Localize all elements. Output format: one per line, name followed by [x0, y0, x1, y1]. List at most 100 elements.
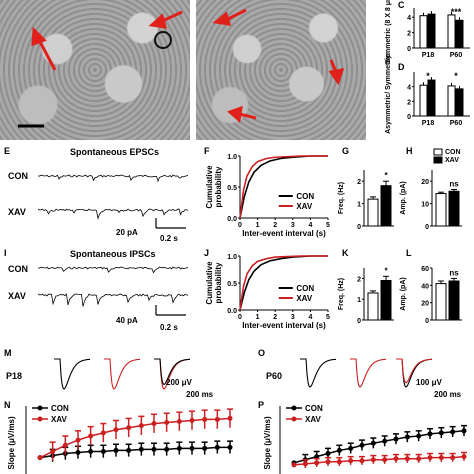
x-tick-label: 4: [308, 314, 312, 321]
x-tick-label: 5: [326, 222, 330, 229]
bar-con: [435, 283, 447, 321]
series-line-xav: [39, 417, 231, 459]
o-scale-y: 100 μV: [416, 378, 442, 387]
data-point-con: [336, 447, 342, 453]
data-point-con: [450, 429, 456, 435]
bar-con: [419, 84, 428, 117]
panel-label-m: M: [4, 348, 12, 358]
x-axis-label: Inter-event interval (s): [242, 229, 326, 238]
ipsc-xav-label: XAV: [8, 291, 26, 301]
series-line-xav: [239, 155, 328, 219]
bar-con: [367, 198, 379, 227]
significance-label: ns: [449, 268, 459, 277]
x-tick-label: 0: [238, 314, 242, 321]
x-tick-label: P60: [450, 120, 463, 127]
bar-xav: [380, 279, 392, 321]
y-tick-label: 2: [407, 31, 411, 38]
m-scale-x: 200 ms: [186, 390, 214, 399]
data-point-xav: [359, 458, 365, 464]
evoked-trace: [396, 358, 432, 384]
panel-label-p: P: [258, 400, 265, 410]
synapse-arrows-xav: [212, 8, 345, 123]
panel-label-e: E: [4, 146, 11, 156]
significance-label: *: [454, 71, 458, 81]
y-tick-label: 0.0: [227, 216, 237, 223]
data-point-xav: [393, 456, 399, 462]
y-axis-label: Slope (μV/ms): [7, 416, 16, 470]
data-point-con: [100, 448, 106, 454]
x-axis-label: Inter-event interval (s): [242, 321, 326, 330]
series-line-xav: [239, 255, 328, 311]
legend-marker-xav: [37, 416, 43, 422]
legend-label-con: CON: [51, 404, 69, 413]
y-tick-label: 0: [407, 114, 411, 121]
data-point-xav: [126, 425, 132, 431]
legend-label-xav: XAV: [51, 415, 68, 424]
panel-label-f: F: [204, 146, 210, 156]
chart-d: 0 2 4 Asymmetric/ Symmetric P18 * P60 *: [385, 54, 470, 134]
epsc-scale-y: 20 pA: [116, 228, 138, 237]
data-point-xav: [291, 462, 297, 468]
y-axis-label: probability: [214, 166, 223, 207]
data-point-con: [438, 430, 444, 436]
y-tick-label: 10: [421, 202, 429, 209]
data-point-con: [214, 444, 220, 450]
ipsc-title: Spontaneous IPSCs: [70, 249, 156, 259]
legend-marker-con: [291, 405, 297, 411]
epsc-traces: [37, 174, 189, 229]
data-point-xav: [138, 423, 144, 429]
m-age-label: P18: [6, 371, 23, 381]
data-point-xav: [75, 437, 81, 443]
y-axis-label: Cumulative: [205, 165, 214, 209]
y-tick-label: 0: [357, 318, 361, 325]
data-point-con: [88, 448, 94, 454]
data-point-xav: [336, 459, 342, 465]
data-point-xav: [325, 459, 331, 465]
data-point-xav: [164, 420, 170, 426]
fepsp-traces-p18: [54, 358, 191, 390]
y-tick-label: 1: [357, 297, 361, 304]
legend-label-xav: XAV: [305, 415, 322, 424]
bar-con: [447, 14, 456, 49]
data-point-xav: [427, 455, 433, 461]
evoked-trace: [54, 358, 91, 390]
data-point-xav: [176, 419, 182, 424]
series-line-con: [293, 430, 465, 464]
data-point-xav: [416, 456, 422, 462]
bar-con: [435, 193, 447, 227]
y-tick-label: 1: [357, 202, 361, 209]
evoked-trace: [154, 358, 191, 386]
chart-l: 0 20 40 60 Amp. (pA) ns: [400, 266, 462, 325]
x-tick-label: 5: [326, 314, 330, 321]
y-axis-label: Amp. (pA): [400, 277, 407, 310]
data-point-con: [427, 431, 433, 437]
epsc-title: Spontaneous EPSCs: [70, 147, 160, 157]
y-tick-label: 0: [425, 224, 429, 231]
data-point-xav: [88, 433, 94, 439]
y-tick-label: 4: [407, 15, 411, 22]
panel-label-d: D: [398, 62, 405, 72]
data-point-xav: [438, 455, 444, 461]
chart-j: 0 1 2 3 4 5 0.0 0.5 1.0 Inter-event interval (s) C…: [205, 254, 330, 330]
y-tick-label: 2: [357, 179, 361, 186]
bar-xav: [427, 79, 436, 117]
ipsc-con-label: CON: [8, 264, 28, 274]
ipsc-scale-x: 0.2 s: [160, 323, 178, 332]
data-point-xav: [302, 461, 308, 467]
y-tick-label: 4: [407, 85, 411, 92]
chart-k: 0 1 2 Freq. (Hz) *: [338, 266, 394, 325]
chart-n: Slope (μV/ms) CON XAV: [7, 404, 233, 474]
y-tick-label: 2: [357, 276, 361, 283]
data-point-con: [393, 436, 399, 442]
data-point-con: [382, 438, 388, 444]
x-tick-label: 0: [238, 222, 242, 229]
x-tick-label: P18: [422, 52, 435, 59]
data-point-con: [151, 446, 157, 452]
panel-label-g: G: [342, 146, 350, 156]
data-point-xav: [100, 430, 106, 436]
bar-xav: [448, 280, 460, 321]
data-point-xav: [382, 457, 388, 463]
o-scale-x: 200 ms: [434, 390, 462, 399]
data-point-xav: [202, 416, 208, 422]
m-scale-y: 200 μV: [166, 378, 192, 387]
